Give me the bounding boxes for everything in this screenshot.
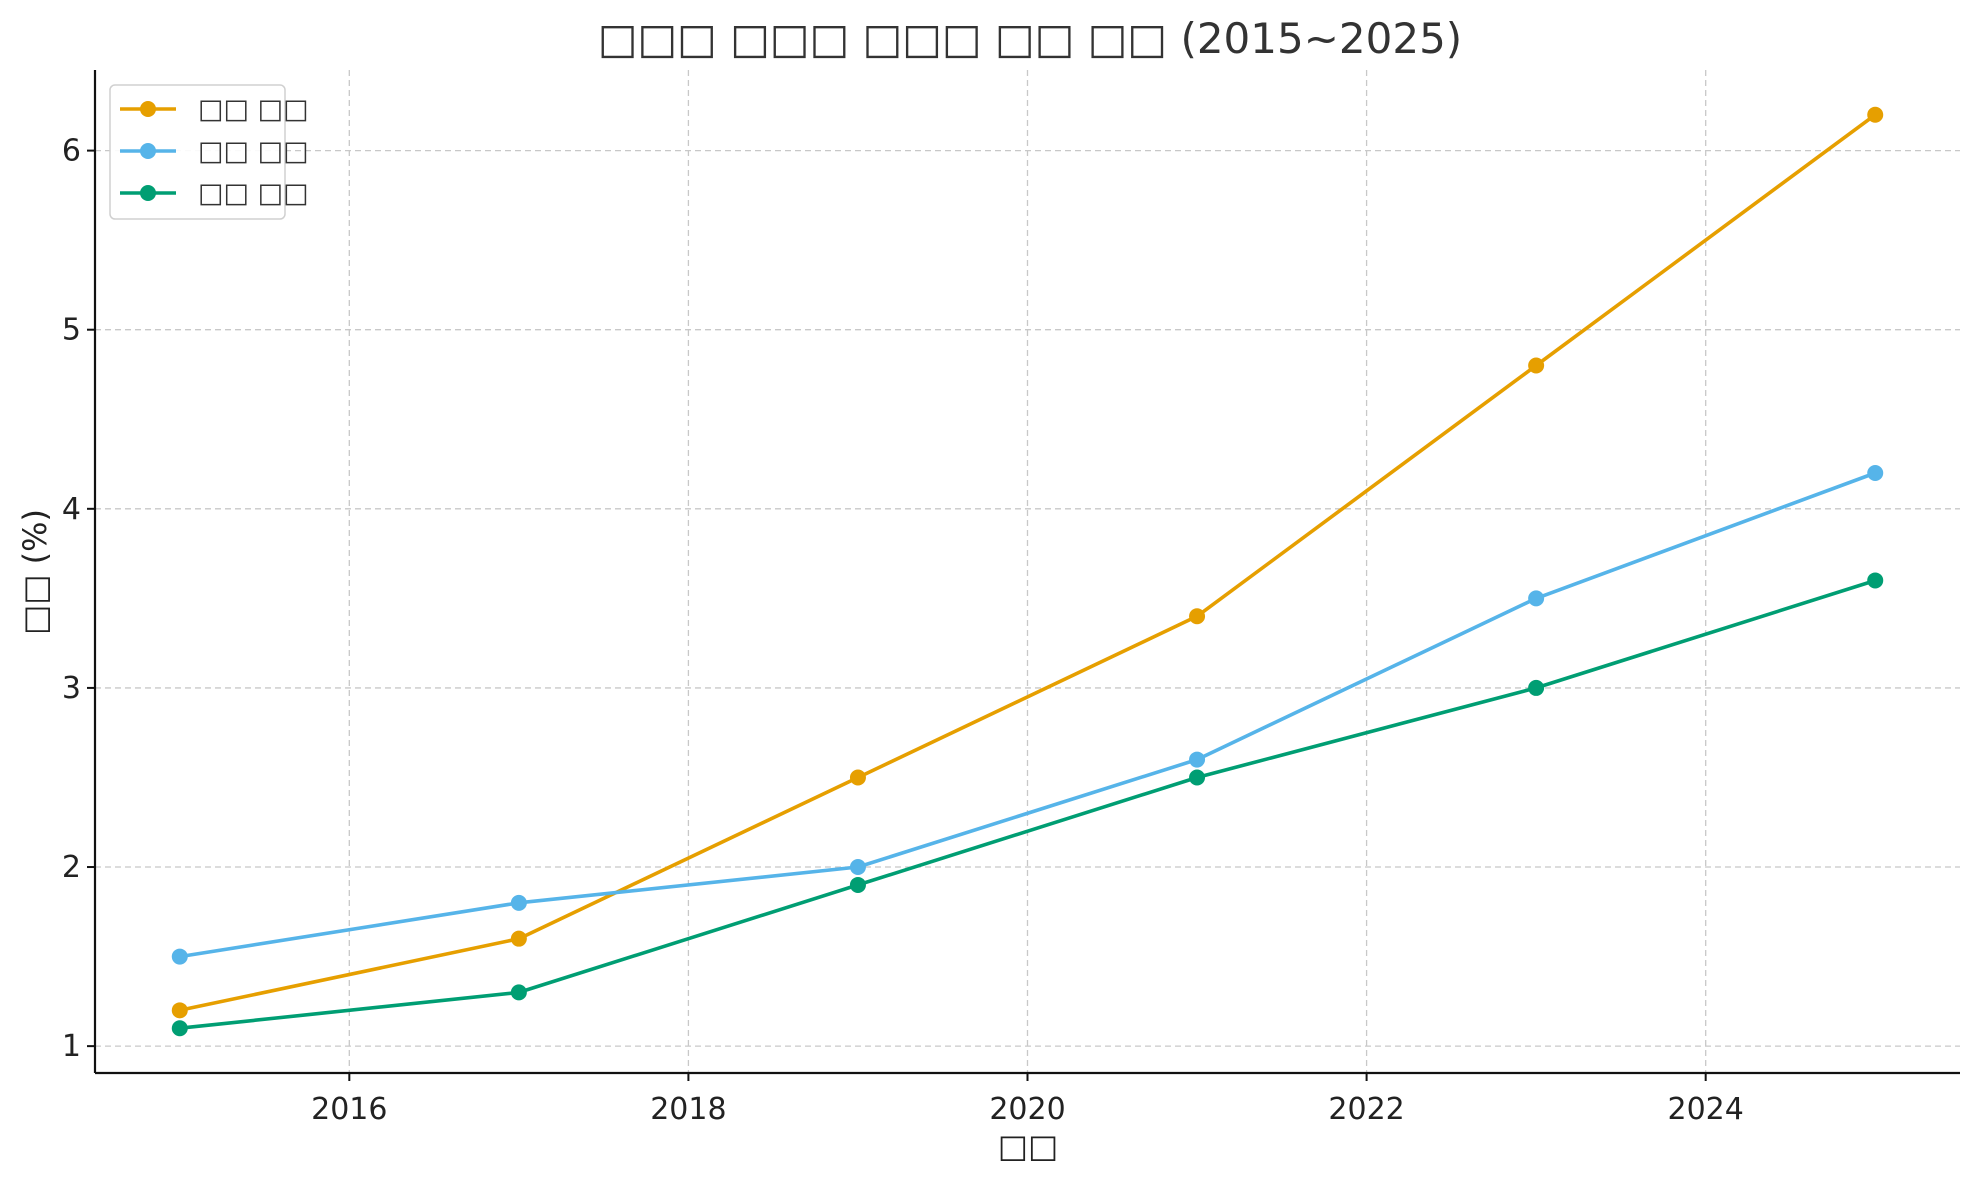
x-axis-label: □□ — [998, 1127, 1058, 1165]
data-point — [1528, 357, 1545, 374]
axes: 2016 2018 2020 2022 2024 1 2 3 4 5 6 — [62, 70, 1960, 1127]
legend: □□ □□ □□ □□ □□ □□ — [109, 84, 309, 220]
grid — [95, 70, 1960, 1073]
data-point — [849, 876, 866, 893]
series-line-2 — [179, 471, 1876, 959]
y-tick-label: 3 — [62, 671, 81, 706]
data-point — [1867, 464, 1884, 481]
legend-box — [109, 84, 286, 220]
x-tick-label: 2020 — [989, 1092, 1065, 1127]
data-point — [510, 984, 527, 1001]
data-point — [510, 930, 527, 947]
legend-swatch-marker — [140, 143, 156, 159]
data-point — [171, 1020, 188, 1037]
legend-label: □□ □□ — [198, 94, 309, 125]
data-point — [849, 859, 866, 876]
series-line-1 — [179, 113, 1877, 1013]
series-lines — [171, 106, 1884, 1037]
y-axis-label: □□ (%) — [16, 509, 54, 635]
data-point — [1867, 572, 1884, 589]
data-point — [1528, 590, 1545, 607]
x-tick-label: 2018 — [650, 1092, 726, 1127]
y-tick-label: 4 — [62, 492, 81, 527]
data-point — [171, 948, 188, 965]
y-tick-label: 2 — [62, 850, 81, 885]
y-tick-label: 5 — [62, 313, 81, 348]
data-point — [849, 769, 866, 786]
data-point — [510, 894, 527, 911]
legend-label: □□ □□ — [198, 136, 309, 167]
data-point — [1189, 608, 1206, 625]
data-point — [1867, 106, 1884, 123]
legend-label: □□ □□ — [198, 178, 309, 209]
data-point — [1189, 751, 1206, 768]
data-point — [1189, 769, 1206, 786]
legend-swatch-marker — [140, 101, 156, 117]
data-point — [1528, 679, 1545, 696]
series-line-3 — [179, 578, 1876, 1030]
data-point — [171, 1002, 188, 1019]
x-tick-label: 2016 — [311, 1092, 387, 1127]
x-tick-label: 2024 — [1668, 1092, 1744, 1127]
y-tick-label: 6 — [62, 134, 81, 169]
x-tick-label: 2022 — [1328, 1092, 1404, 1127]
legend-swatch-marker — [140, 185, 156, 201]
chart-title: □□□ □□□ □□□ □□ □□ (2015~2025) — [598, 14, 1462, 63]
y-tick-label: 1 — [62, 1029, 81, 1064]
